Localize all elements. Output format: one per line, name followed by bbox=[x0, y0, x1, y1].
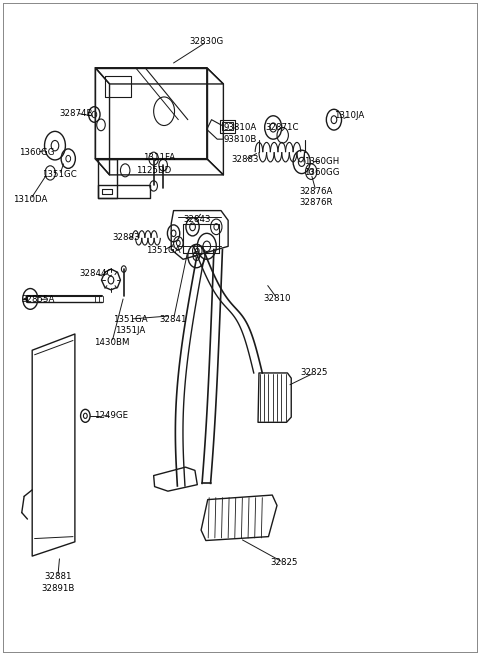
Text: 32871C: 32871C bbox=[265, 123, 299, 132]
Text: 1311FA: 1311FA bbox=[144, 153, 175, 162]
Text: 1125DD: 1125DD bbox=[136, 166, 171, 175]
Text: 32891B: 32891B bbox=[41, 584, 74, 593]
Text: 32825: 32825 bbox=[300, 369, 328, 377]
Text: 32883: 32883 bbox=[231, 155, 259, 164]
Text: 1351GA: 1351GA bbox=[146, 246, 180, 255]
Text: 32883: 32883 bbox=[112, 233, 140, 242]
Text: 32855A: 32855A bbox=[22, 295, 55, 304]
Text: 32841: 32841 bbox=[160, 314, 187, 324]
Text: 1310JA: 1310JA bbox=[334, 111, 364, 121]
Text: 1351JA: 1351JA bbox=[115, 326, 145, 335]
Text: 93810A: 93810A bbox=[223, 123, 257, 132]
Text: 32874B: 32874B bbox=[60, 109, 93, 118]
Text: 32844C: 32844C bbox=[79, 269, 112, 278]
Text: 1351GC: 1351GC bbox=[42, 170, 77, 179]
Text: 32876R: 32876R bbox=[299, 198, 333, 207]
Text: 1360GH: 1360GH bbox=[304, 157, 339, 166]
Text: 1249GE: 1249GE bbox=[94, 411, 128, 421]
Text: 32810: 32810 bbox=[263, 294, 291, 303]
Text: 1310DA: 1310DA bbox=[13, 195, 48, 204]
Text: 1351GA: 1351GA bbox=[113, 314, 147, 324]
Text: 1360GG: 1360GG bbox=[304, 168, 339, 178]
Text: 32830G: 32830G bbox=[190, 37, 224, 47]
Text: 32843: 32843 bbox=[183, 215, 211, 223]
Text: 32881: 32881 bbox=[44, 572, 72, 582]
Text: 1430BM: 1430BM bbox=[94, 338, 130, 347]
Text: 93810B: 93810B bbox=[223, 135, 257, 143]
Text: 32876A: 32876A bbox=[299, 187, 333, 196]
Text: 32825: 32825 bbox=[270, 558, 298, 567]
Text: 1360GG: 1360GG bbox=[19, 147, 55, 157]
